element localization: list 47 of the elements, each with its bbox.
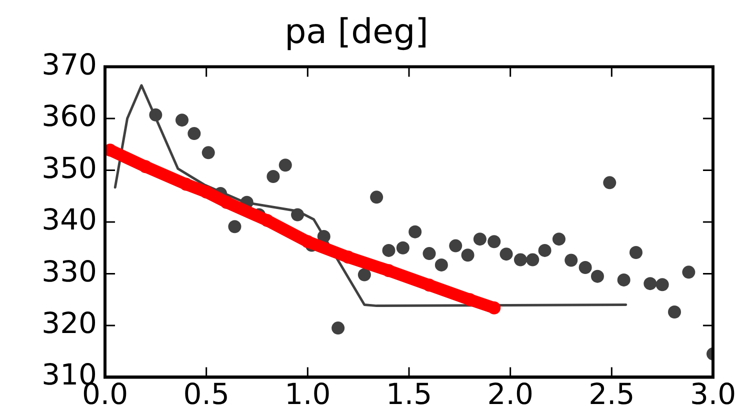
point bbox=[590, 270, 604, 283]
point bbox=[358, 268, 371, 282]
point bbox=[682, 266, 696, 279]
point bbox=[552, 232, 566, 246]
point bbox=[603, 176, 616, 190]
x-tick-label: 2.0 bbox=[487, 377, 534, 412]
point bbox=[202, 146, 215, 160]
y-tick-label: 320 bbox=[42, 306, 97, 340]
point bbox=[408, 225, 422, 238]
x-tick-label: 1.5 bbox=[386, 377, 432, 412]
point bbox=[488, 235, 501, 248]
chart-title: pa [deg] bbox=[284, 12, 428, 52]
y-tick-label: 330 bbox=[42, 254, 97, 288]
point bbox=[278, 158, 292, 172]
x-tick-label: 3.0 bbox=[690, 377, 736, 412]
point bbox=[500, 248, 513, 261]
point bbox=[434, 258, 448, 272]
point bbox=[668, 306, 681, 319]
point bbox=[332, 322, 345, 335]
point bbox=[629, 246, 642, 260]
y-tick-label: 350 bbox=[42, 150, 97, 185]
point bbox=[370, 190, 384, 204]
point bbox=[488, 301, 501, 314]
y-tick-label: 360 bbox=[42, 99, 97, 134]
point bbox=[656, 278, 669, 292]
y-tick-label: 370 bbox=[42, 47, 97, 82]
point bbox=[382, 244, 396, 257]
point bbox=[564, 254, 578, 267]
point bbox=[396, 241, 410, 254]
point bbox=[422, 247, 436, 260]
x-tick-label: 1.0 bbox=[284, 377, 331, 412]
x-tick-label: 0.5 bbox=[183, 377, 230, 412]
y-tick-label: 340 bbox=[42, 202, 97, 237]
point bbox=[266, 170, 280, 183]
x-tick-label: 2.5 bbox=[588, 377, 635, 412]
point bbox=[228, 220, 242, 234]
point bbox=[473, 232, 486, 246]
point bbox=[514, 253, 527, 266]
point bbox=[538, 244, 552, 257]
point bbox=[188, 127, 201, 140]
point bbox=[461, 248, 474, 262]
point bbox=[526, 253, 540, 266]
point bbox=[176, 114, 189, 127]
point bbox=[617, 273, 630, 286]
point bbox=[644, 277, 657, 290]
point bbox=[578, 261, 592, 274]
point bbox=[449, 239, 462, 252]
